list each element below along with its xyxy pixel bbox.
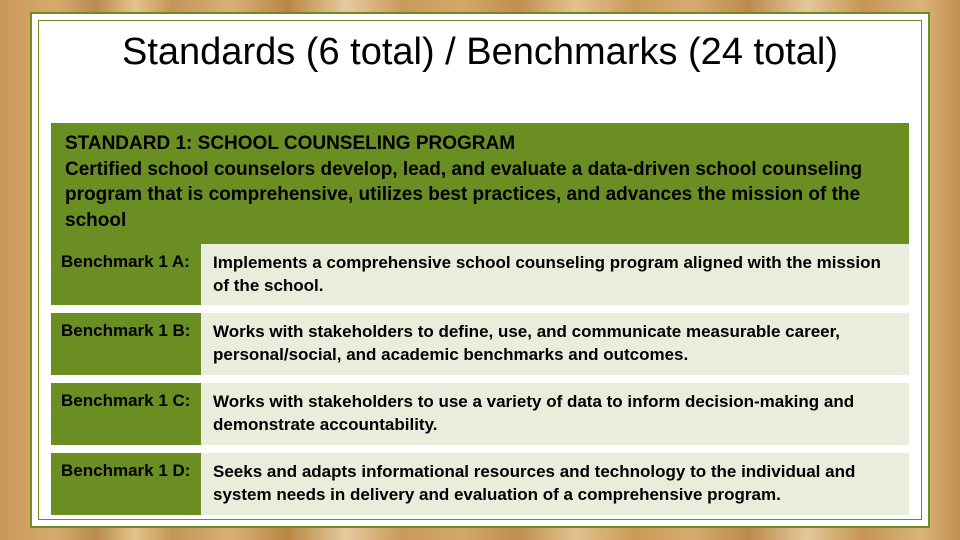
benchmark-desc: Works with stakeholders to define, use, … (201, 313, 909, 375)
page-title: Standards (6 total) / Benchmarks (24 tot… (39, 21, 921, 131)
benchmark-desc: Works with stakeholders to use a variety… (201, 383, 909, 445)
table-row: Benchmark 1 D: Seeks and adapts informat… (51, 453, 909, 515)
standard-header: STANDARD 1: SCHOOL COUNSELING PROGRAM Ce… (51, 123, 909, 244)
standard-description: Certified school counselors develop, lea… (65, 157, 895, 234)
benchmark-label: Benchmark 1 C: (51, 383, 201, 445)
benchmark-label: Benchmark 1 D: (51, 453, 201, 515)
benchmark-label: Benchmark 1 A: (51, 244, 201, 306)
benchmark-desc: Implements a comprehensive school counse… (201, 244, 909, 306)
table-row: Benchmark 1 A: Implements a comprehensiv… (51, 244, 909, 306)
standard-heading: STANDARD 1: SCHOOL COUNSELING PROGRAM (65, 131, 895, 157)
slide: Standards (6 total) / Benchmarks (24 tot… (0, 0, 960, 540)
benchmark-desc: Seeks and adapts informational resources… (201, 453, 909, 515)
slide-frame: Standards (6 total) / Benchmarks (24 tot… (30, 12, 930, 528)
slide-inner: Standards (6 total) / Benchmarks (24 tot… (38, 20, 922, 520)
table-row: Benchmark 1 B: Works with stakeholders t… (51, 313, 909, 375)
benchmarks-table: Benchmark 1 A: Implements a comprehensiv… (51, 244, 909, 516)
benchmark-label: Benchmark 1 B: (51, 313, 201, 375)
table-row: Benchmark 1 C: Works with stakeholders t… (51, 383, 909, 445)
